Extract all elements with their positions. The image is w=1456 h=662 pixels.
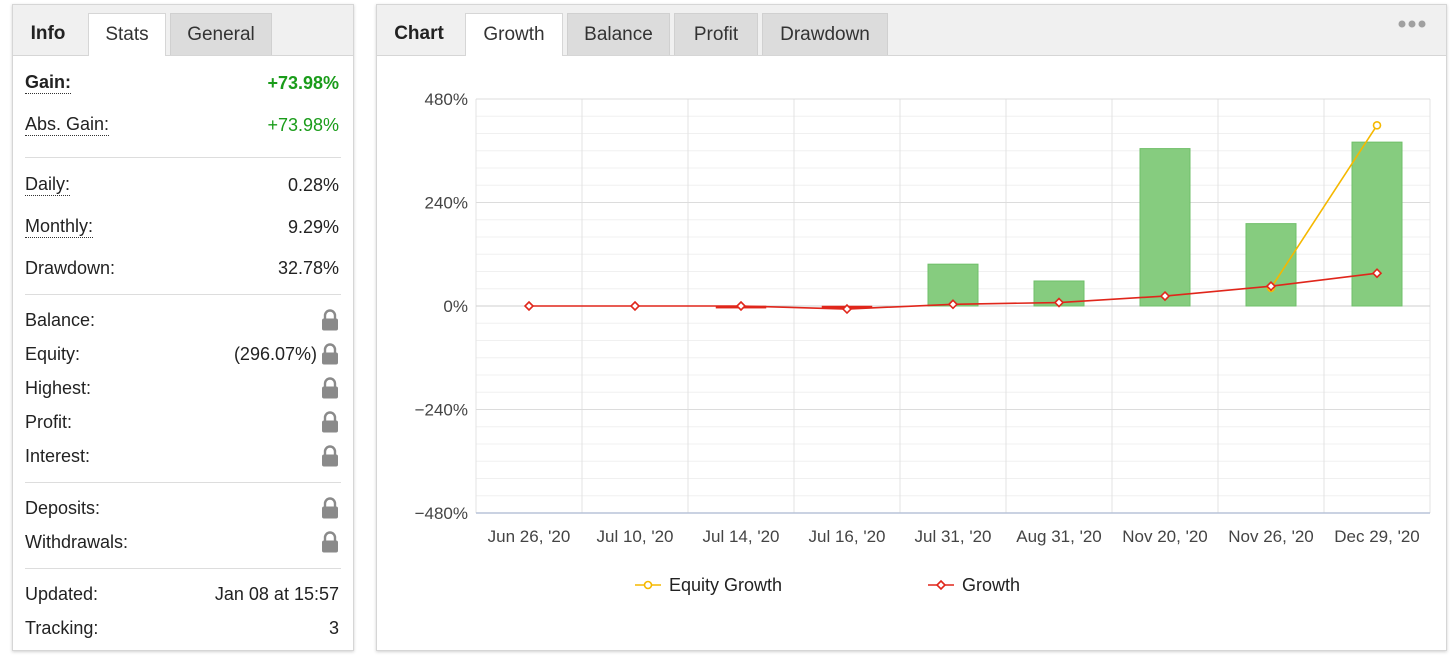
abs-gain-row: Abs. Gain: +73.98% (25, 113, 339, 137)
updated-label: Updated: (25, 584, 99, 604)
abs-gain-label[interactable]: Abs. Gain: (25, 114, 110, 136)
lock-icon[interactable] (321, 343, 339, 365)
chart-panel: Chart Growth Balance Profit Drawdown 480… (376, 4, 1447, 651)
x-tick-label: Jul 16, '20 (809, 527, 886, 546)
monthly-value: 9.29% (287, 217, 339, 237)
stats-panel: Info Stats General Gain: +73.98% Abs. Ga… (12, 4, 354, 651)
divider (25, 157, 341, 158)
withdrawals-label: Withdrawals: (25, 532, 129, 552)
highest-label: Highest: (25, 378, 92, 398)
divider (25, 482, 341, 483)
y-tick-label: −240% (415, 401, 468, 420)
monthly-row: Monthly: 9.29% (25, 215, 339, 239)
x-tick-label: Jul 10, '20 (597, 527, 674, 546)
tracking-row: Tracking: 3 (25, 616, 339, 640)
gain-row: Gain: +73.98% (25, 71, 339, 95)
deposits-label: Deposits: (25, 498, 101, 518)
series-point (735, 300, 747, 312)
legend-label: Equity Growth (669, 575, 782, 595)
tab-growth[interactable]: Growth (465, 13, 563, 56)
tab-balance[interactable]: Balance (567, 13, 670, 55)
series-point (629, 300, 641, 312)
balance-row: Balance: (25, 308, 339, 332)
tab-drawdown[interactable]: Drawdown (762, 13, 888, 55)
x-tick-label: Aug 31, '20 (1016, 527, 1101, 546)
lock-icon[interactable] (321, 531, 339, 553)
x-tick-label: Jun 26, '20 (488, 527, 571, 546)
series-point (841, 303, 853, 315)
bar (927, 263, 979, 307)
legend-label: Growth (962, 575, 1020, 595)
series-point (1053, 297, 1065, 308)
stats-tabbar: Info Stats General (13, 5, 353, 56)
tracking-value: 3 (328, 618, 339, 638)
y-tick-label: 0% (443, 297, 468, 316)
y-tick-label: 240% (425, 194, 468, 213)
lock-icon[interactable] (321, 445, 339, 467)
series-point (1159, 290, 1171, 302)
legend-swatch-marker (935, 579, 947, 591)
y-tick-label: 480% (425, 90, 468, 109)
drawdown-label: Drawdown: (25, 258, 116, 278)
updated-value: Jan 08 at 15:57 (214, 584, 339, 604)
gain-value: +73.98% (267, 73, 339, 93)
monthly-label[interactable]: Monthly: (25, 216, 94, 238)
withdrawals-row: Withdrawals: (25, 530, 339, 554)
series-point (523, 300, 535, 312)
lock-icon[interactable] (321, 411, 339, 433)
x-tick-label: Nov 26, '20 (1228, 527, 1313, 546)
interest-row: Interest: (25, 444, 339, 468)
bar (1245, 223, 1297, 307)
divider (25, 568, 341, 569)
tab-general[interactable]: General (170, 13, 272, 55)
drawdown-value: 32.78% (277, 258, 339, 278)
bar (1139, 148, 1191, 307)
series-point (947, 299, 959, 310)
equity-row: Equity: (296.07%) (25, 342, 339, 366)
daily-value: 0.28% (287, 175, 339, 195)
series-line (1270, 124, 1378, 289)
lock-icon[interactable] (321, 309, 339, 331)
tab-profit[interactable]: Profit (674, 13, 758, 55)
abs-gain-value: +73.98% (267, 115, 339, 135)
profit-row: Profit: (25, 410, 339, 434)
chart-tabbar: Chart Growth Balance Profit Drawdown (377, 5, 1446, 56)
legend-swatch-marker (643, 580, 653, 590)
tab-chart[interactable]: Chart (394, 23, 444, 44)
x-tick-label: Nov 20, '20 (1122, 527, 1207, 546)
highest-row: Highest: (25, 376, 339, 400)
divider (25, 294, 341, 295)
drawdown-row: Drawdown: 32.78% (25, 256, 339, 280)
bar (1351, 141, 1403, 307)
daily-label[interactable]: Daily: (25, 174, 71, 196)
deposits-row: Deposits: (25, 496, 339, 520)
updated-row: Updated: Jan 08 at 15:57 (25, 582, 339, 606)
daily-row: Daily: 0.28% (25, 173, 339, 197)
profit-label: Profit: (25, 412, 73, 432)
lock-icon[interactable] (321, 377, 339, 399)
tracking-label: Tracking: (25, 618, 99, 638)
series-point (1265, 281, 1277, 292)
growth-chart: 480% 240% 0% −240% −480% Jun 26, '20 Jul 10, '… (415, 90, 1431, 595)
tab-info[interactable]: Info (30, 23, 66, 44)
series-point (1372, 121, 1382, 130)
series-point (1371, 268, 1383, 279)
lock-icon[interactable] (321, 497, 339, 519)
x-tick-label: Dec 29, '20 (1334, 527, 1419, 546)
interest-label: Interest: (25, 446, 91, 466)
gain-label[interactable]: Gain: (25, 72, 72, 94)
equity-value: (296.07%) (233, 344, 317, 364)
more-dots-icon[interactable] (1398, 19, 1426, 29)
x-tick-label: Jul 31, '20 (915, 527, 992, 546)
x-tick-label: Jul 14, '20 (703, 527, 780, 546)
equity-label: Equity: (25, 344, 81, 364)
y-tick-label: −480% (415, 504, 468, 523)
tab-stats[interactable]: Stats (88, 13, 166, 56)
balance-label: Balance: (25, 310, 96, 330)
